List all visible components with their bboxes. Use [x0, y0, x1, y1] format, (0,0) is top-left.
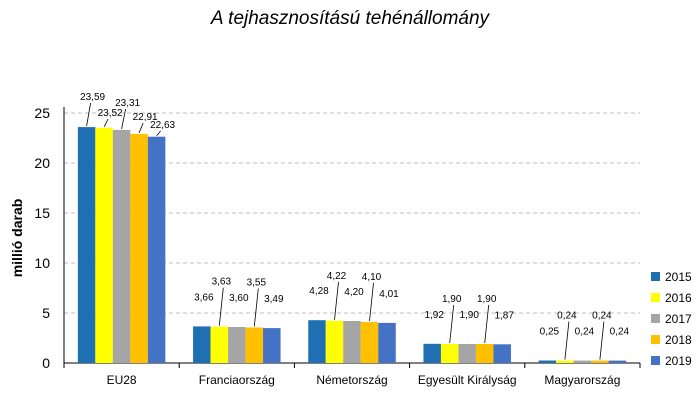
data-label: 22,91 [133, 112, 158, 123]
data-label-leader [86, 102, 91, 127]
x-tick-label: Egyesült Királyság [418, 373, 517, 387]
data-label-leader [484, 304, 490, 344]
bar [458, 344, 476, 363]
data-label: 1,87 [494, 310, 514, 321]
data-label-leader [218, 287, 224, 326]
y-tick-label: 0 [42, 355, 50, 371]
data-label: 4,10 [362, 272, 382, 283]
bar [228, 327, 246, 363]
bar [77, 127, 96, 363]
legend-label: 2016 [665, 291, 692, 305]
x-tick-label: Magyarország [544, 373, 620, 387]
data-label: 1,92 [424, 310, 444, 321]
bar [308, 320, 326, 363]
y-tick-label: 15 [34, 205, 50, 221]
x-tick-label: EU28 [107, 373, 137, 387]
bar [210, 326, 229, 363]
chart-title: A tejhasznosítású tehénállomány [210, 8, 490, 29]
data-label-leader [369, 282, 374, 322]
data-label: 4,20 [344, 287, 364, 298]
data-label: 23,52 [98, 108, 123, 119]
bar [95, 127, 113, 363]
bar [343, 321, 361, 363]
data-label-leader [103, 118, 109, 127]
bar [112, 129, 131, 363]
bar [245, 327, 264, 363]
bar [423, 343, 441, 363]
data-label: 1,90 [442, 294, 462, 305]
bar [538, 360, 557, 363]
data-label: 0,24 [592, 311, 612, 322]
legend-label: 2018 [665, 333, 692, 347]
bar [591, 360, 609, 363]
data-label: 3,60 [229, 293, 249, 304]
data-label: 4,22 [327, 271, 347, 282]
bar [573, 360, 592, 363]
bar [556, 360, 574, 363]
bar [325, 320, 344, 363]
y-axis-label: millió darab [9, 199, 25, 278]
legend-swatch [651, 356, 660, 365]
data-label-leader [599, 321, 605, 360]
bar [147, 136, 166, 363]
bar [130, 133, 148, 363]
legend-label: 2015 [665, 270, 692, 284]
data-label-leader [449, 304, 455, 344]
y-tick-label: 5 [42, 305, 50, 321]
data-label: 0,24 [610, 327, 630, 338]
data-label: 23,59 [80, 92, 105, 103]
bar [193, 326, 211, 363]
data-label: 3,55 [247, 278, 267, 289]
data-label: 3,66 [194, 292, 214, 303]
data-label-leader [156, 130, 161, 136]
data-label: 3,49 [264, 294, 284, 305]
bar [440, 344, 459, 363]
data-label: 23,31 [115, 98, 140, 109]
y-tick-label: 10 [34, 255, 50, 271]
data-label: 4,28 [309, 286, 329, 297]
bar [608, 360, 627, 363]
legend-label: 2017 [665, 312, 692, 326]
legend-swatch [651, 272, 660, 281]
legend-swatch [651, 335, 660, 344]
data-label: 1,90 [477, 294, 497, 305]
data-label-leader [121, 108, 126, 129]
data-label: 3,63 [212, 277, 232, 288]
legend-swatch [651, 293, 660, 302]
bar [360, 322, 379, 363]
data-label: 0,24 [557, 311, 577, 322]
data-label: 0,24 [575, 327, 595, 338]
data-label: 22,63 [150, 120, 175, 131]
bar [263, 328, 281, 363]
bar [475, 344, 494, 363]
bar [378, 322, 396, 363]
legend-label: 2019 [665, 354, 692, 368]
x-tick-label: Németország [316, 373, 387, 387]
data-label: 0,25 [540, 327, 560, 338]
data-label-leader [138, 122, 144, 134]
data-label-leader [564, 321, 570, 360]
y-tick-label: 25 [34, 105, 50, 121]
data-label-leader [334, 281, 339, 320]
y-tick-label: 20 [34, 155, 50, 171]
x-tick-label: Franciaország [199, 373, 275, 387]
bar [493, 344, 511, 363]
data-label: 1,90 [459, 310, 479, 321]
data-label-leader [253, 288, 259, 327]
data-label: 4,01 [379, 289, 399, 300]
legend-swatch [651, 314, 660, 323]
